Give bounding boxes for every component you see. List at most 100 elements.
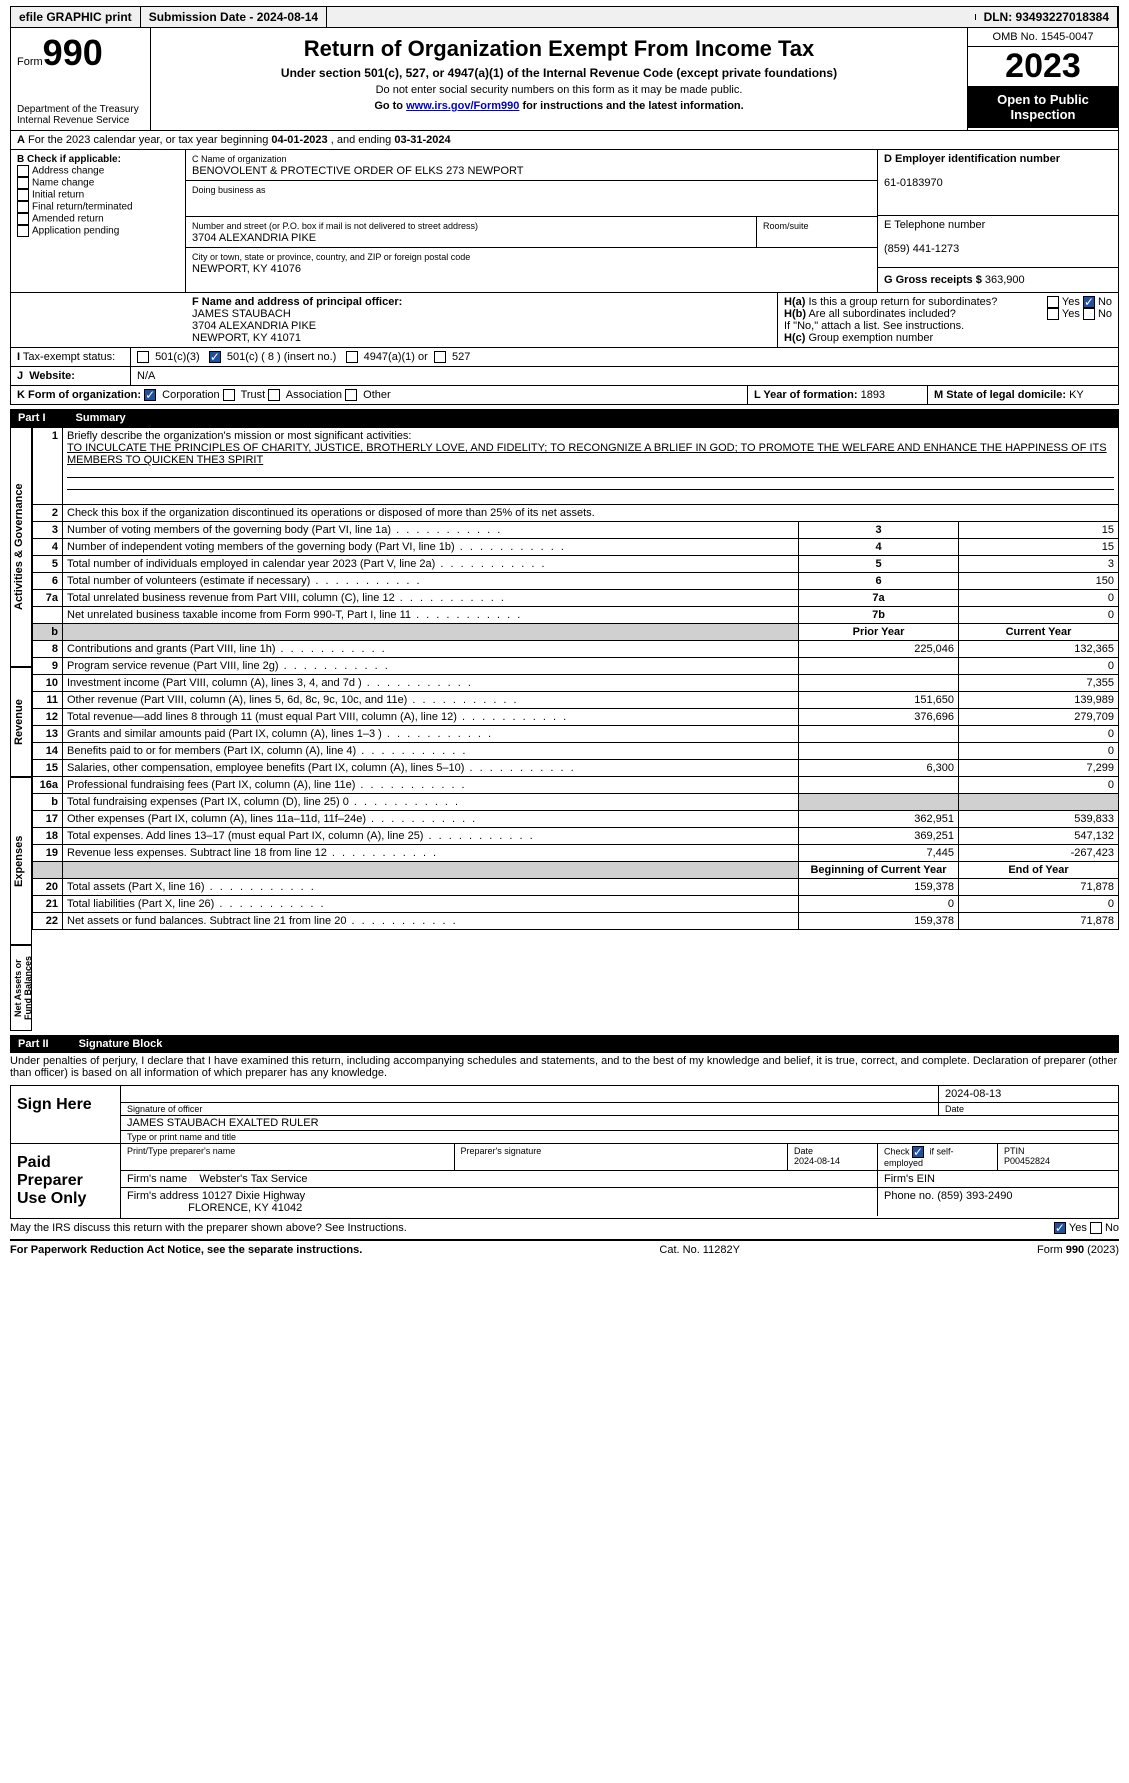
hdr-eoy: End of Year — [959, 862, 1119, 879]
firm-phone-label: Phone no. — [884, 1190, 934, 1202]
phone-label: E Telephone number — [884, 219, 985, 231]
ha-yes: Yes — [1062, 296, 1080, 308]
chk-hb-yes[interactable] — [1047, 308, 1059, 320]
chk-corp[interactable] — [144, 389, 156, 401]
page-footer: For Paperwork Reduction Act Notice, see … — [10, 1239, 1119, 1259]
summary-section: Activities & Governance Revenue Expenses… — [10, 427, 1119, 1031]
opt-501c3: 501(c)(3) — [155, 351, 200, 363]
chk-527[interactable] — [434, 351, 446, 363]
efile-label: efile GRAPHIC print — [11, 7, 141, 27]
hb-label: Are all subordinates included? — [808, 308, 955, 320]
org-address: 3704 ALEXANDRIA PIKE — [192, 232, 316, 244]
firm-name: Webster's Tax Service — [199, 1173, 307, 1185]
chk-final[interactable] — [17, 201, 29, 213]
firm-addr1: 10127 Dixie Highway — [202, 1190, 305, 1202]
hdr-boy: Beginning of Current Year — [799, 862, 959, 879]
part1-num: Part I — [18, 412, 46, 424]
q2-label: Check this box if the organization disco… — [63, 505, 1119, 522]
officer-name: JAMES STAUBACH — [192, 308, 291, 320]
prep-name-label: Print/Type preparer's name — [121, 1144, 455, 1170]
line-klm: K Form of organization: Corporation Trus… — [10, 386, 1119, 405]
opt-corp: Corporation — [162, 389, 219, 401]
chk-amended[interactable] — [17, 213, 29, 225]
sig-officer-label: Signature of officer — [121, 1103, 938, 1115]
dba-label: Doing business as — [192, 185, 266, 195]
website-value: N/A — [131, 367, 1118, 385]
officer-label: F Name and address of principal officer: — [192, 296, 402, 308]
chk-name[interactable] — [17, 177, 29, 189]
top-bar: efile GRAPHIC print Submission Date - 20… — [10, 6, 1119, 28]
line-a-mid: , and ending — [328, 134, 395, 146]
chk-ha-yes[interactable] — [1047, 296, 1059, 308]
chk-trust[interactable] — [223, 389, 235, 401]
goto-pre: Go to — [374, 100, 406, 112]
part2-bar: Part II Signature Block — [10, 1035, 1119, 1053]
irs-link[interactable]: www.irs.gov/Form990 — [406, 100, 519, 112]
chk-discuss-no[interactable] — [1090, 1222, 1102, 1234]
form-header: Form990 Department of the Treasury Inter… — [10, 28, 1119, 131]
hdr-current-year: Current Year — [959, 624, 1119, 641]
chk-ha-no[interactable] — [1083, 296, 1095, 308]
dept-label: Department of the Treasury Internal Reve… — [17, 104, 144, 126]
ssn-hint: Do not enter social security numbers on … — [157, 84, 961, 96]
chk-other[interactable] — [345, 389, 357, 401]
opt-final: Final return/terminated — [32, 202, 133, 213]
domicile-value: KY — [1069, 389, 1084, 401]
line-a: A For the 2023 calendar year, or tax yea… — [10, 131, 1119, 150]
tax-status-label: Tax-exempt status: — [23, 351, 115, 363]
chk-4947[interactable] — [346, 351, 358, 363]
ha-no: No — [1098, 296, 1112, 308]
sign-here-label: Sign Here — [11, 1086, 121, 1143]
opt-initial: Initial return — [32, 190, 84, 201]
sig-block: Sign Here 2024-08-13 Signature of office… — [10, 1085, 1119, 1219]
line-a-end: 03-31-2024 — [394, 134, 450, 146]
ein-label: D Employer identification number — [884, 153, 1060, 165]
chk-hb-no[interactable] — [1083, 308, 1095, 320]
city-label: City or town, state or province, country… — [192, 252, 470, 262]
opt-4947: 4947(a)(1) or — [364, 351, 428, 363]
opt-address: Address change — [32, 166, 104, 177]
opt-trust: Trust — [241, 389, 266, 401]
chk-pending[interactable] — [17, 225, 29, 237]
domicile-label: M State of legal domicile: — [934, 389, 1066, 401]
year-form-label: L Year of formation: — [754, 389, 858, 401]
opt-amended: Amended return — [32, 214, 104, 225]
gross-label: G Gross receipts $ — [884, 274, 982, 286]
side-expenses: Expenses — [10, 777, 32, 945]
opt-assoc: Association — [286, 389, 342, 401]
firm-name-label: Firm's name — [127, 1173, 187, 1185]
firm-addr2: FLORENCE, KY 41042 — [188, 1202, 302, 1214]
summary-table: 1 Briefly describe the organization's mi… — [32, 427, 1119, 930]
ha-label: Is this a group return for subordinates? — [808, 296, 997, 308]
section-bcd: B Check if applicable: Address change Na… — [10, 150, 1119, 293]
ptin-label: PTIN — [1004, 1146, 1025, 1156]
chk-address[interactable] — [17, 165, 29, 177]
hb-note: If "No," attach a list. See instructions… — [784, 320, 1112, 332]
prep-sig-label: Preparer's signature — [455, 1144, 789, 1170]
chk-initial[interactable] — [17, 189, 29, 201]
omb-number: OMB No. 1545-0047 — [968, 28, 1118, 47]
chk-assoc[interactable] — [268, 389, 280, 401]
opt-501c: 501(c) ( 8 ) (insert no.) — [227, 351, 336, 363]
chk-self-emp[interactable] — [912, 1146, 924, 1158]
footer-right: Form 990 (2023) — [1037, 1244, 1119, 1256]
part2-title: Signature Block — [79, 1038, 163, 1050]
side-revenue: Revenue — [10, 667, 32, 777]
form-org-label: K Form of organization: — [17, 389, 141, 401]
chk-501c[interactable] — [209, 351, 221, 363]
firm-addr-label: Firm's address — [127, 1190, 199, 1202]
officer-city: NEWPORT, KY 41071 — [192, 332, 301, 344]
topbar-spacer — [327, 14, 975, 20]
ein-value: 61-0183970 — [884, 177, 943, 189]
chk-discuss-yes[interactable] — [1054, 1222, 1066, 1234]
form-label: Form — [17, 56, 43, 68]
org-name: BENOVOLENT & PROTECTIVE ORDER OF ELKS 27… — [192, 165, 524, 177]
sig-date-label: Date — [938, 1103, 1118, 1115]
sig-date: 2024-08-13 — [938, 1086, 1118, 1102]
box-b-label: B Check if applicable: — [17, 154, 121, 165]
form-number: 990 — [43, 32, 103, 73]
q1-label: Briefly describe the organization's miss… — [67, 430, 411, 442]
chk-501c3[interactable] — [137, 351, 149, 363]
opt-527: 527 — [452, 351, 470, 363]
form-title: Return of Organization Exempt From Incom… — [157, 36, 961, 62]
